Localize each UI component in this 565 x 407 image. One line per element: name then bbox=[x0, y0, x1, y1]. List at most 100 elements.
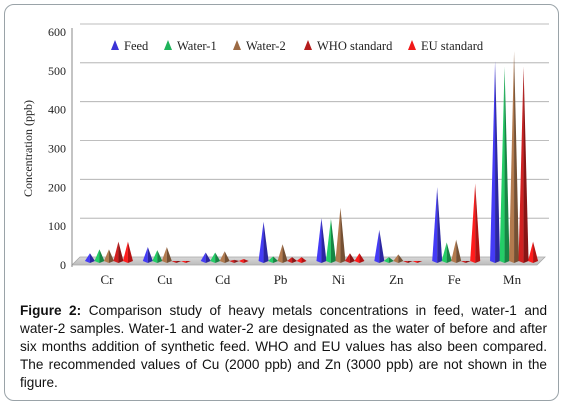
x-tick-labels: Cr Cu Cd Pb Ni Zn Fe Mn bbox=[100, 272, 521, 287]
bar-Zn-Feed bbox=[374, 229, 380, 263]
bar-shade-Cr-Feed bbox=[89, 253, 95, 263]
gridlines bbox=[80, 23, 549, 219]
legend-label: EU standard bbox=[421, 39, 484, 53]
bar-Fe-Water-2 bbox=[451, 239, 457, 263]
bar-shade-Pb-WHO standard bbox=[292, 257, 298, 263]
bar-shade-Cd-WHO standard bbox=[234, 259, 240, 263]
bar-Fe-WHO standard bbox=[460, 261, 466, 263]
bar-shade-Ni-EU standard bbox=[359, 253, 365, 263]
bar-Mn-Water-2 bbox=[509, 51, 515, 263]
x-tick-label: Zn bbox=[389, 272, 404, 287]
bar-shade-Cd-EU standard bbox=[243, 259, 249, 263]
bar-shade-Mn-WHO standard bbox=[523, 66, 529, 263]
figure-frame bbox=[4, 4, 559, 401]
x-tick-label: Fe bbox=[448, 272, 461, 287]
y-tick-label: 600 bbox=[48, 25, 66, 39]
bar-shade-Cu-Water-2 bbox=[166, 247, 172, 263]
legend-swatch bbox=[408, 40, 416, 50]
legend: Feed Water-1 Water-2 WHO standard EU standar… bbox=[111, 39, 484, 53]
bar-Ni-Water-2 bbox=[335, 207, 341, 263]
bar-Cu-WHO standard bbox=[171, 261, 177, 263]
bar-Pb-Feed bbox=[258, 221, 264, 263]
bar-shade-Cd-Water-1 bbox=[215, 252, 221, 263]
bar-shade-Fe-Feed bbox=[437, 187, 443, 263]
bar-Mn-Water-1 bbox=[499, 66, 505, 263]
bar-shade-Cr-WHO standard bbox=[118, 241, 124, 263]
bar-shade-Zn-EU standard bbox=[417, 261, 423, 263]
bar-Ni-Water-1 bbox=[325, 219, 331, 263]
y-axis-label: Concentration (ppb) bbox=[21, 100, 35, 197]
bar-Cr-Feed bbox=[84, 253, 90, 263]
bar-Pb-Water-1 bbox=[268, 256, 274, 263]
bar-Cr-Water-2 bbox=[103, 249, 109, 263]
bar-shade-Fe-EU standard bbox=[475, 183, 481, 263]
bar-shade-Mn-Water-2 bbox=[514, 51, 520, 263]
bar-shade-Mn-Water-1 bbox=[504, 66, 510, 263]
bar-shade-Pb-Water-1 bbox=[273, 256, 279, 263]
bar-Cd-Water-1 bbox=[210, 252, 216, 263]
bar-Ni-WHO standard bbox=[344, 253, 350, 263]
bars bbox=[84, 51, 539, 264]
bar-Mn-EU standard bbox=[528, 241, 534, 263]
bar-shade-Cr-Water-1 bbox=[99, 249, 105, 263]
x-tick-label: Cu bbox=[157, 272, 173, 287]
bar-shade-Fe-Water-2 bbox=[456, 239, 462, 263]
bar-Cr-Water-1 bbox=[94, 249, 100, 263]
bar-Fe-Feed bbox=[432, 187, 438, 263]
bar-shade-Ni-Feed bbox=[321, 218, 327, 263]
x-tick-label: Pb bbox=[274, 272, 288, 287]
bar-shade-Ni-Water-1 bbox=[330, 219, 336, 263]
legend-label: WHO standard bbox=[317, 39, 393, 53]
bar-Fe-Water-1 bbox=[441, 242, 447, 263]
figure-caption: Figure 2: Comparison study of heavy meta… bbox=[20, 302, 547, 392]
bar-shade-Zn-WHO standard bbox=[407, 261, 413, 263]
bar-Cd-Water-2 bbox=[219, 251, 225, 263]
x-tick-label: Cr bbox=[100, 272, 114, 287]
y-tick-label: 0 bbox=[60, 258, 66, 272]
bar-Pb-WHO standard bbox=[287, 257, 293, 263]
bar-Cu-Water-2 bbox=[161, 247, 167, 263]
bar-Ni-Feed bbox=[316, 218, 322, 263]
bar-Fe-EU standard bbox=[470, 183, 476, 263]
x-tick-label: Cd bbox=[215, 272, 231, 287]
bar-Pb-Water-2 bbox=[277, 244, 283, 263]
bar-shade-Cd-Water-2 bbox=[224, 251, 230, 263]
bar-shade-Ni-Water-2 bbox=[340, 207, 346, 263]
bar-Cu-EU standard bbox=[180, 261, 186, 263]
legend-swatch bbox=[111, 40, 119, 50]
y-tick-label: 300 bbox=[48, 142, 66, 156]
x-tick-label: Ni bbox=[332, 272, 345, 287]
legend-label: Feed bbox=[124, 39, 149, 53]
bar-shade-Cu-Water-1 bbox=[157, 250, 163, 263]
bar-shade-Cr-EU standard bbox=[127, 241, 133, 263]
bar-shade-Cu-WHO standard bbox=[176, 261, 182, 263]
legend-swatch bbox=[164, 40, 172, 50]
bar-shade-Pb-Water-2 bbox=[282, 244, 288, 263]
bar-shade-Mn-Feed bbox=[495, 61, 501, 264]
bar-Cu-Feed bbox=[142, 247, 148, 263]
bar-Zn-WHO standard bbox=[402, 261, 408, 263]
bar-shade-Fe-Water-1 bbox=[446, 242, 452, 263]
bar-shade-Zn-Water-2 bbox=[398, 254, 404, 263]
legend-label: Water-2 bbox=[246, 39, 286, 53]
bar-Cr-EU standard bbox=[122, 241, 128, 263]
bar-Mn-Feed bbox=[490, 61, 496, 264]
bar-shade-Mn-EU standard bbox=[533, 241, 539, 263]
y-tick-label: 200 bbox=[48, 180, 66, 194]
bar-shade-Pb-Feed bbox=[263, 221, 269, 263]
chart-floor bbox=[71, 256, 546, 266]
bar-shade-Zn-Water-1 bbox=[388, 257, 394, 263]
bar-shade-Pb-EU standard bbox=[301, 257, 307, 263]
x-tick-label: Mn bbox=[503, 272, 522, 287]
caption-label: Figure 2: bbox=[20, 303, 82, 318]
bar-Cr-WHO standard bbox=[113, 241, 119, 263]
legend-label: Water-1 bbox=[177, 39, 217, 53]
bar-Pb-EU standard bbox=[296, 257, 302, 263]
legend-swatch bbox=[304, 40, 312, 50]
bar-Zn-EU standard bbox=[412, 261, 418, 263]
caption-text: Comparison study of heavy metals concent… bbox=[20, 303, 548, 390]
bar-Ni-EU standard bbox=[354, 253, 360, 263]
bar-Cu-Water-1 bbox=[152, 250, 158, 263]
y-tick-label: 100 bbox=[48, 219, 66, 233]
